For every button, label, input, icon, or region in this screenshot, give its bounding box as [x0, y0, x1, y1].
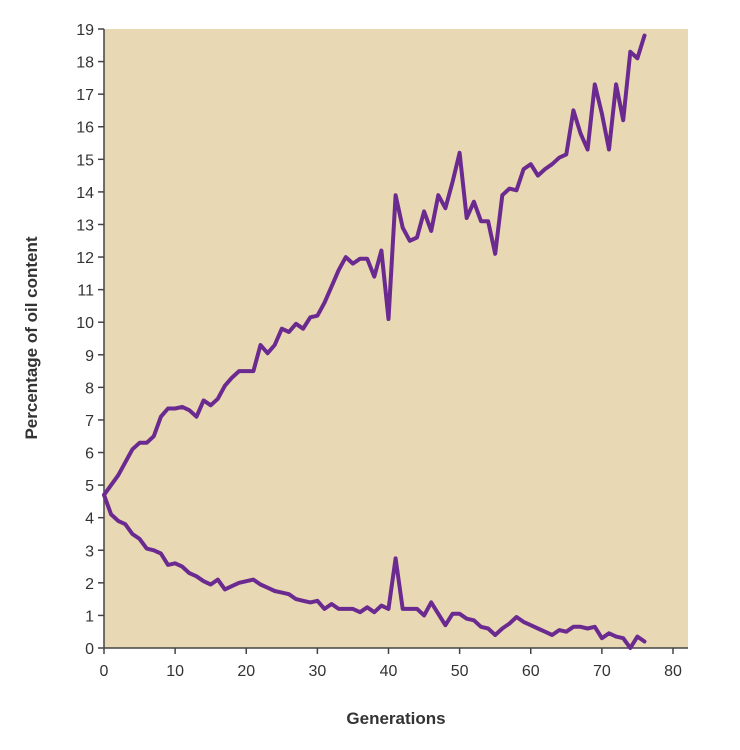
- x-tick-label: 40: [380, 663, 398, 680]
- y-tick-label: 4: [85, 511, 94, 528]
- y-tick-label: 11: [77, 283, 94, 300]
- y-tick-label: 7: [85, 413, 94, 430]
- y-tick-label: 16: [76, 120, 94, 137]
- y-tick-label: 12: [76, 250, 94, 267]
- x-tick-label: 50: [451, 663, 469, 680]
- y-tick-label: 13: [76, 217, 94, 234]
- x-tick-label: 30: [308, 663, 326, 680]
- series-line-high: [102, 33, 647, 497]
- y-tick-label: 1: [85, 608, 94, 625]
- x-tick-label: 60: [522, 663, 540, 680]
- y-tick-label: 15: [76, 152, 94, 169]
- series-line-low: [102, 492, 647, 650]
- y-tick-label: 8: [85, 380, 94, 397]
- plot-background: [104, 29, 688, 648]
- y-tick-label: 14: [76, 185, 94, 202]
- y-tick-label: 9: [85, 348, 94, 365]
- x-tick-label: 0: [100, 663, 109, 680]
- y-tick-label: 18: [76, 55, 94, 72]
- y-tick-label: 6: [85, 446, 94, 463]
- x-axis-label: Generations: [346, 709, 445, 728]
- x-tick-label: 70: [593, 663, 611, 680]
- y-tick-label: 17: [76, 87, 94, 104]
- y-tick-label: 19: [76, 22, 94, 39]
- y-tick-label: 10: [76, 315, 94, 332]
- x-tick-label: 10: [166, 663, 184, 680]
- y-axis-label: Percentage of oil content: [22, 236, 41, 439]
- y-tick-label: 3: [85, 543, 94, 560]
- y-tick-label: 0: [85, 641, 94, 658]
- x-tick-label: 20: [237, 663, 255, 680]
- x-tick-label: 80: [664, 663, 682, 680]
- y-tick-label: 2: [85, 576, 94, 593]
- y-tick-label: 5: [85, 478, 94, 495]
